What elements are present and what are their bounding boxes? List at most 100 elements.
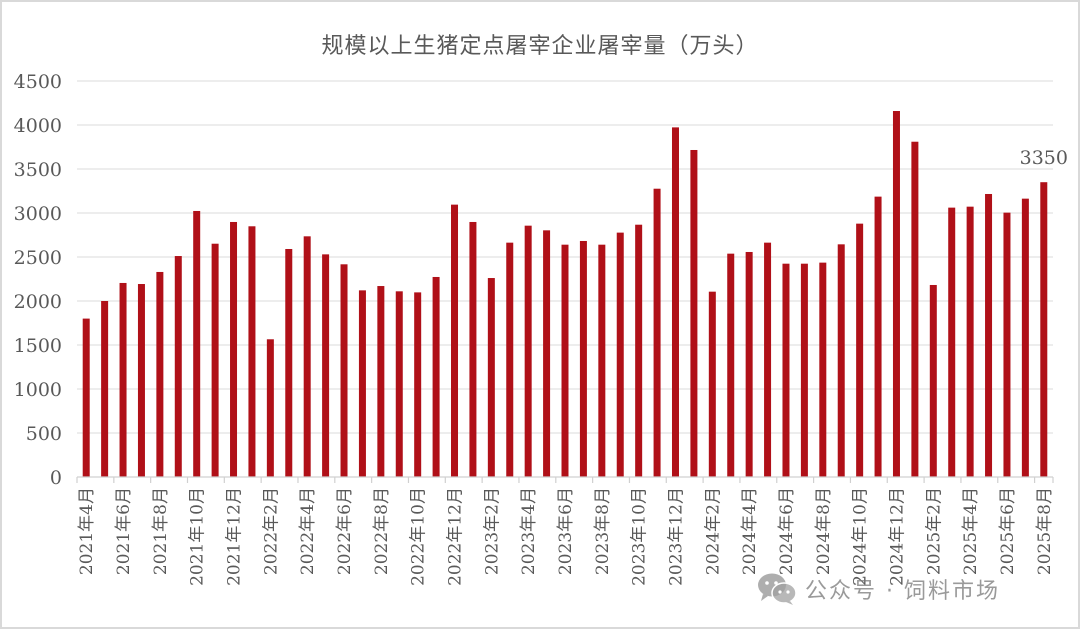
data-labels: 3350 [1020,147,1068,169]
bar [174,256,182,477]
wechat-icon [757,572,797,606]
bar [911,141,919,477]
y-tick-label: 500 [26,423,62,445]
bar [395,291,403,477]
bar [892,111,900,478]
bar [377,286,385,477]
x-tick-label: 2022年6月 [335,487,355,575]
bar [745,251,753,477]
x-tick-label: 2025年2月 [924,487,944,575]
bar [616,232,624,477]
x-axis: 2021年4月 2021年6月 2021年8月 2021年10月 2021年12月 202… [76,476,1055,586]
bar [653,188,661,477]
bar [948,207,956,477]
x-tick-label: 2025年8月 [1035,487,1055,575]
x-tick-label: 2021年12月 [225,487,245,586]
bar [929,284,937,477]
bar [469,221,477,477]
x-tick-label: 2021年8月 [151,487,171,575]
bar [561,244,569,477]
bar [635,224,643,477]
bar [727,253,735,477]
x-tick-label: 2022年2月 [261,487,281,575]
bar [782,263,790,477]
bar [451,204,459,477]
y-tick-label: 3500 [14,159,62,181]
bar [82,318,90,477]
bar [303,236,311,477]
bar [819,262,827,477]
x-tick-label: 2022年8月 [372,487,392,575]
bar [1003,212,1011,477]
x-tick-label: 2023年2月 [482,487,502,575]
bar [506,242,514,477]
bar [690,149,698,477]
x-tick-label: 2023年12月 [666,487,686,586]
bar [966,206,974,477]
bar [137,284,145,477]
y-tick-label: 4500 [14,71,62,93]
x-tick-label: 2024年10月 [851,487,871,586]
x-tick-label: 2022年10月 [409,487,429,586]
bar [414,292,422,477]
x-tick-label: 2021年6月 [114,487,134,575]
watermark-text: 公众号 · 饲料市场 [805,579,1000,604]
x-tick-label: 2024年4月 [740,487,760,575]
y-tick-label: 1000 [14,379,62,401]
bar [874,196,882,477]
x-tick-label: 2024年2月 [703,487,723,575]
bar [1021,198,1029,477]
y-tick-label: 3000 [14,203,62,225]
bar [671,127,679,477]
bar [764,242,772,477]
bar [432,276,440,477]
x-tick-label: 2022年4月 [298,487,318,575]
bars [82,111,1048,478]
bar [193,210,201,477]
x-tick-label: 2023年4月 [519,487,539,575]
bar [800,263,808,477]
y-axis: 0 500 1000 1500 2000 2500 3000 3500 4000 4500 [14,71,62,489]
watermark: 公众号 · 饲料市场 [757,572,1000,606]
x-tick-label: 2024年6月 [777,487,797,575]
y-tick-label: 0 [50,467,62,489]
bar [285,248,293,477]
chart-title: 规模以上生猪定点屠宰企业屠宰量（万头） [321,34,759,59]
bar [119,282,127,477]
x-tick-label: 2022年12月 [446,487,466,586]
y-tick-label: 4000 [14,115,62,137]
x-tick-label: 2024年12月 [887,487,907,586]
bar [487,278,495,477]
y-tick-label: 2500 [14,247,62,269]
x-tick-label: 2024年8月 [814,487,834,575]
bar [708,291,716,477]
bar [837,244,845,477]
bar [856,223,864,477]
bar [985,193,993,477]
bar [340,264,348,477]
x-tick-label: 2025年4月 [961,487,981,575]
bar [1040,182,1048,477]
x-tick-label: 2023年8月 [593,487,613,575]
x-tick-label: 2021年4月 [77,487,97,575]
x-tick-label: 2021年10月 [188,487,208,586]
bar [156,271,164,477]
bar [322,254,330,477]
bar [598,244,606,477]
x-tick-label: 2025年6月 [998,487,1018,575]
bar [211,243,219,477]
y-tick-label: 2000 [14,291,62,313]
bar [524,225,532,477]
data-label: 3350 [1020,147,1068,169]
x-tick-label: 2023年10月 [630,487,650,586]
bar [579,240,587,477]
bar [358,290,366,477]
bar [230,221,238,477]
bar [266,339,274,477]
bar [543,230,551,477]
bar [248,226,256,477]
y-tick-label: 1500 [14,335,62,357]
bar [101,301,109,477]
x-tick-label: 2023年6月 [556,487,576,575]
